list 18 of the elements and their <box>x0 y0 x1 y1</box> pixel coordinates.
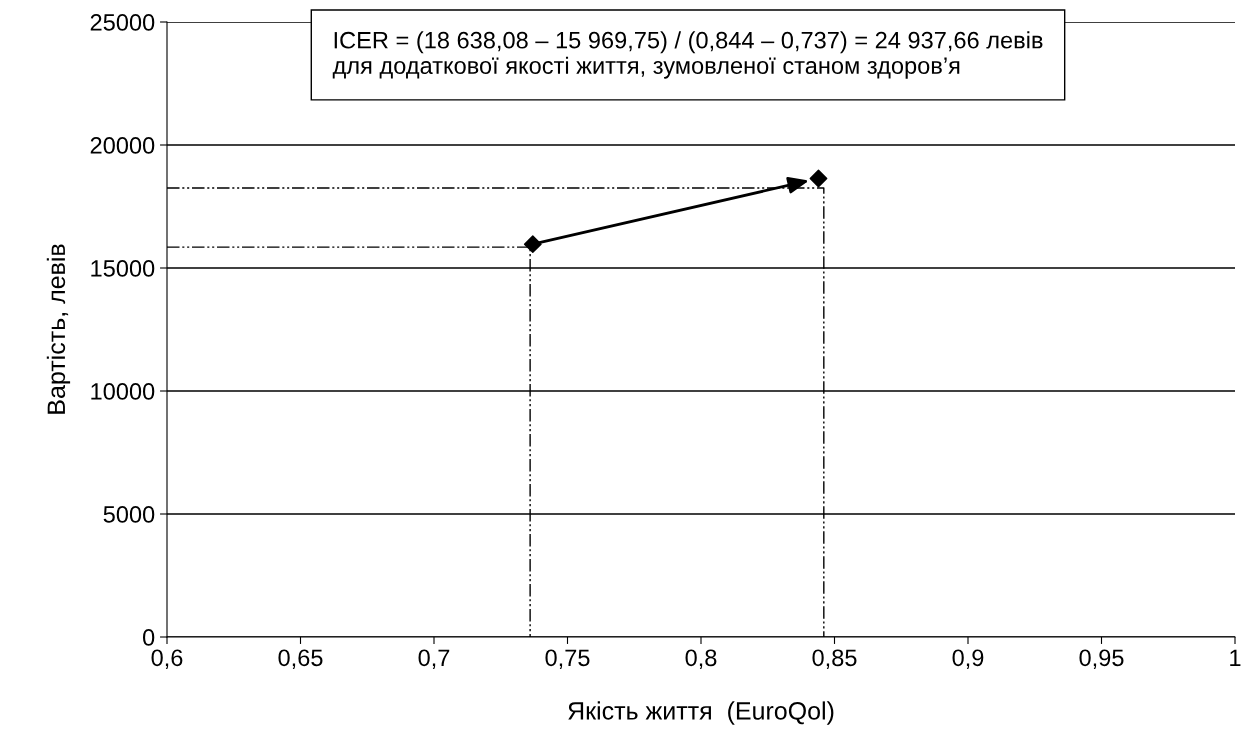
x-tick-label: 0,75 <box>545 649 590 669</box>
x-tick-label: 0,8 <box>685 649 717 669</box>
y-axis-title: Вартість, левів <box>46 244 71 414</box>
y-tick-label: 5000 <box>103 506 155 523</box>
x-tick-label: 0,9 <box>952 649 984 669</box>
y-tick-label: 20000 <box>90 137 155 154</box>
y-tick-label: 0 <box>142 629 155 646</box>
x-tick-label: 0,65 <box>278 649 323 669</box>
annotation: ICER = (18 638,08 – 15 969,75) / (0,844 – 0,737) = 24 937,66 левів для додаткової якості життя, зумовленої станом здоров’я <box>332 31 1043 79</box>
x-tick-label: 0,6 <box>151 649 183 669</box>
x-tick-label: 0,85 <box>812 649 857 669</box>
x-tick-label: 1 <box>1230 649 1241 666</box>
y-tick-label: 10000 <box>91 383 155 400</box>
y-tick-label: 25000 <box>90 14 155 31</box>
x-tick-label: 0,95 <box>1079 649 1124 669</box>
x-tick-label: 0,7 <box>418 649 450 669</box>
x-axis-title: Якість життя (EuroQol) <box>568 701 834 725</box>
y-tick-label: 15000 <box>91 260 155 277</box>
